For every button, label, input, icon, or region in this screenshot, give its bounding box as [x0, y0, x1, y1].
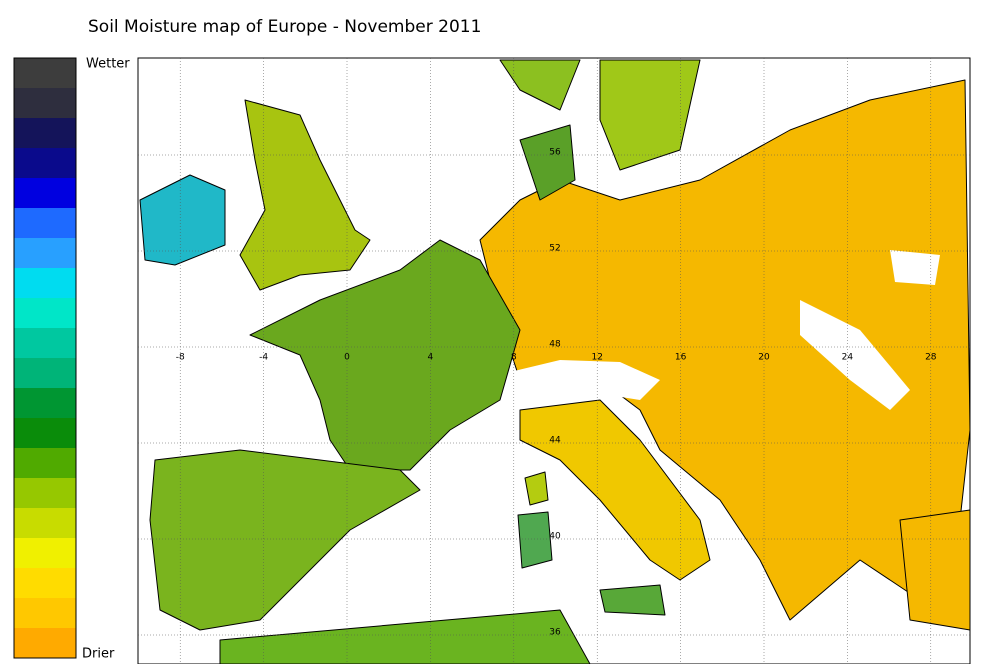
colorbar-swatch	[14, 118, 76, 149]
lat-label: 40	[549, 532, 561, 542]
colorbar-swatch	[14, 328, 76, 359]
lat-label: 48	[549, 340, 561, 350]
north-africa	[219, 609, 591, 664]
norway	[499, 59, 581, 111]
colorbar-swatch	[14, 418, 76, 449]
colorbar-swatch	[14, 148, 76, 179]
colorbar-swatch	[14, 628, 76, 659]
lat-label: 44	[549, 436, 561, 446]
colorbar-top-label: Wetter	[86, 57, 130, 72]
lon-label: 24	[842, 353, 854, 363]
sweden	[599, 59, 701, 171]
colorbar-swatch	[14, 178, 76, 209]
colorbar-swatch	[14, 478, 76, 509]
gap	[890, 250, 940, 285]
colorbar-swatch	[14, 58, 76, 89]
map-title: Soil Moisture map of Europe - November 2…	[88, 17, 481, 37]
lon-label: 4	[428, 353, 434, 363]
ireland	[139, 174, 226, 266]
lon-label: 12	[591, 353, 602, 363]
colorbar-swatch	[14, 538, 76, 569]
lon-label: 0	[344, 353, 350, 363]
sicily	[599, 584, 666, 616]
colorbar-swatch	[14, 88, 76, 119]
colorbar-swatch	[14, 358, 76, 389]
alps	[510, 360, 660, 400]
britain	[239, 99, 371, 291]
carpathians	[800, 300, 910, 410]
colorbar-swatch	[14, 238, 76, 269]
lon-label: 20	[758, 353, 770, 363]
colorbar-swatch	[14, 388, 76, 419]
lon-label: 28	[925, 353, 937, 363]
lon-label: -8	[176, 353, 185, 363]
corsica	[524, 471, 549, 506]
colorbar-swatch	[14, 448, 76, 479]
lat-label: 56	[549, 148, 561, 158]
denmark	[519, 124, 576, 201]
lat-label: 52	[549, 244, 560, 254]
colorbar-swatch	[14, 598, 76, 629]
colorbar-swatch	[14, 268, 76, 299]
lon-label: 8	[511, 353, 517, 363]
lat-label: 36	[549, 628, 561, 638]
colorbar	[13, 57, 77, 659]
lon-label: 16	[675, 353, 687, 363]
colorbar-border	[13, 57, 77, 659]
colorbar-swatch	[14, 508, 76, 539]
colorbar-bottom-label: Drier	[82, 647, 115, 662]
colorbar-swatch	[14, 568, 76, 599]
sardinia	[517, 511, 553, 569]
iberia	[149, 449, 421, 631]
lon-label: -4	[259, 353, 268, 363]
colorbar-swatch	[14, 208, 76, 239]
france	[249, 239, 521, 471]
turkey	[899, 509, 971, 631]
colorbar-swatch	[14, 298, 76, 329]
italy	[519, 399, 711, 581]
